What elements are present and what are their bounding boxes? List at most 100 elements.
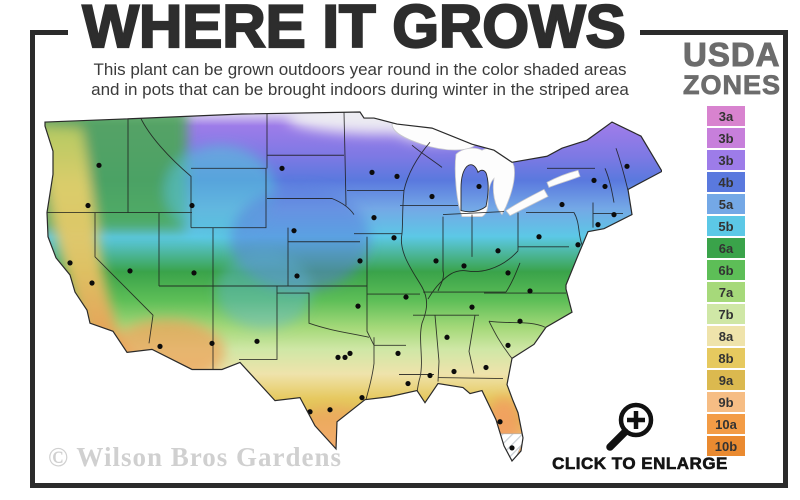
click-to-enlarge-button[interactable]: CLICK TO ENLARGE [540, 398, 740, 474]
city-dot [395, 350, 401, 356]
city-dot [96, 162, 102, 168]
city-dot [591, 177, 597, 184]
zone-chip-label: 3a [718, 108, 734, 124]
legend-heading-usda: USDA [683, 36, 781, 73]
city-dot [483, 364, 489, 371]
subtitle: This plant can be grown outdoors year ro… [40, 60, 680, 100]
zone-chip-label: 3b [718, 130, 734, 146]
zone-chip-label: 8a [718, 328, 734, 344]
city-dot [527, 288, 533, 294]
city-dot [67, 260, 73, 266]
city-dot [371, 214, 377, 221]
zone-chip-label: 8b [718, 350, 734, 366]
us-outline [44, 111, 662, 462]
city-dot [294, 273, 300, 279]
city-dot [109, 333, 115, 339]
page-title: WHERE IT GROWS [68, 0, 640, 61]
zone-chip-6a-6: 6a [707, 238, 745, 259]
zone-chip-label: 7b [718, 306, 734, 322]
zone-chip-10a-14: 10a [707, 414, 745, 435]
city-dot [559, 201, 565, 208]
click-to-enlarge-label[interactable]: CLICK TO ENLARGE [552, 454, 728, 474]
zone-chip-3b-1: 3b [707, 128, 745, 149]
zone-chip-label: 7a [718, 284, 734, 300]
zone-chip-7b-9: 7b [707, 304, 745, 325]
city-dot [595, 222, 601, 228]
zone-chip-8a-10: 8a [707, 326, 745, 347]
city-dot [127, 268, 133, 274]
city-dot [429, 193, 435, 200]
zone-chip-10b-15: 10b [707, 436, 745, 457]
watermark: © Wilson Bros Gardens [48, 442, 342, 472]
city-dot [444, 334, 450, 340]
zone-chip-label: 6b [718, 262, 734, 278]
zone-chip-3b-2: 3b [707, 150, 745, 171]
zone-list: 3a 3b 3b 4b 5a 5b 6a 6b 7a 7b 8a 8b 9a 9b 10a 10b [683, 106, 769, 457]
michigan-mitten [460, 164, 489, 213]
city-dot [624, 163, 630, 169]
zone-chip-label: 5a [718, 196, 734, 212]
city-dot [342, 354, 348, 361]
city-dot [369, 169, 375, 175]
city-dot [191, 270, 197, 276]
city-dot [602, 183, 608, 190]
zone-chip-8b-11: 8b [707, 348, 745, 369]
subtitle-line-1: This plant can be grown outdoors year ro… [93, 60, 627, 79]
zone-chip-label: 4b [718, 174, 734, 190]
city-dot [517, 318, 523, 324]
city-dot [469, 304, 475, 310]
zone-chip-label: 6a [718, 240, 734, 256]
zone-chip-label: 10b [714, 438, 738, 454]
zone-chip-5a-4: 5a [707, 194, 745, 215]
zone-chip-label: 3b [718, 152, 734, 168]
city-dot [495, 248, 501, 254]
city-dot [335, 354, 341, 361]
regional-color-patches [45, 112, 521, 461]
city-dot [347, 350, 353, 356]
city-dot [209, 340, 215, 346]
city-dot [476, 183, 482, 190]
city-dot [85, 202, 91, 209]
city-dot [461, 263, 467, 269]
city-dot [189, 202, 195, 209]
city-dot [433, 258, 439, 264]
zone-chip-9a-12: 9a [707, 370, 745, 391]
city-dot [391, 235, 397, 241]
city-dot [359, 395, 365, 401]
city-dot [505, 270, 511, 276]
city-dot [403, 294, 409, 300]
city-dot [89, 280, 95, 286]
zone-chip-5b-5: 5b [707, 216, 745, 237]
city-dot [611, 211, 617, 218]
subtitle-line-2: and in pots that can be brought indoors … [91, 80, 629, 100]
city-dot [157, 343, 163, 349]
us-zones-map[interactable] [42, 110, 662, 462]
city-dot [505, 342, 511, 348]
city-dot [291, 228, 297, 234]
state-borders [47, 112, 629, 400]
city-dot [254, 338, 260, 344]
zone-chip-label: 9a [718, 372, 734, 388]
city-dot [509, 445, 515, 451]
zone-chip-7a-8: 7a [707, 282, 745, 303]
city-dot [451, 368, 457, 375]
zone-chip-9b-13: 9b [707, 392, 745, 413]
usda-zones-legend: USDA ZONES 3a 3b 3b 4b 5a 5b 6a 6b 7a 7b 8a 8b 9a 9b 1… [683, 36, 782, 458]
magnifier-zoom-icon[interactable] [600, 398, 660, 456]
zone-chip-label: 5b [718, 218, 734, 234]
city-dot [575, 242, 581, 248]
zone-chip-6b-7: 6b [707, 260, 745, 281]
city-dot [279, 165, 285, 171]
city-dot [427, 372, 433, 379]
zone-chip-label: 10a [715, 416, 737, 432]
city-dot [405, 380, 411, 387]
legend-heading-zones: ZONES [683, 70, 782, 100]
city-dot [357, 258, 363, 264]
zone-chip-4b-3: 4b [707, 172, 745, 193]
zone-chip-3a-0: 3a [707, 106, 745, 127]
city-dot [536, 234, 542, 240]
zone-chip-label: 9b [718, 394, 734, 410]
city-dot [327, 407, 333, 413]
city-dot [497, 419, 503, 425]
